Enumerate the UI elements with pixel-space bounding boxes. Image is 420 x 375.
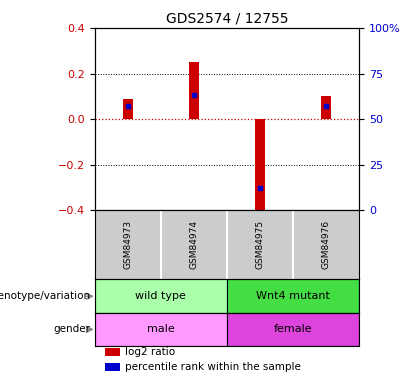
Text: female: female [274,324,312,334]
Bar [321,96,331,119]
Text: GDS2574 / 12755: GDS2574 / 12755 [165,11,288,25]
Bar [105,348,120,356]
Bar [189,62,199,119]
Bar [227,313,359,346]
Bar [255,119,265,214]
Text: percentile rank within the sample: percentile rank within the sample [125,362,301,372]
Bar [105,363,120,371]
Text: gender: gender [53,324,90,334]
Text: GSM84975: GSM84975 [255,220,264,269]
Text: genotype/variation: genotype/variation [0,291,90,301]
Text: male: male [147,324,175,334]
Text: log2 ratio: log2 ratio [125,346,175,357]
Bar [94,279,227,313]
Text: GSM84976: GSM84976 [322,220,331,269]
Text: GSM84974: GSM84974 [189,220,198,269]
Text: wild type: wild type [135,291,186,301]
Bar [94,313,227,346]
Bar [227,279,359,313]
Bar [123,99,133,119]
Text: GSM84973: GSM84973 [123,220,132,269]
Text: Wnt4 mutant: Wnt4 mutant [256,291,330,301]
